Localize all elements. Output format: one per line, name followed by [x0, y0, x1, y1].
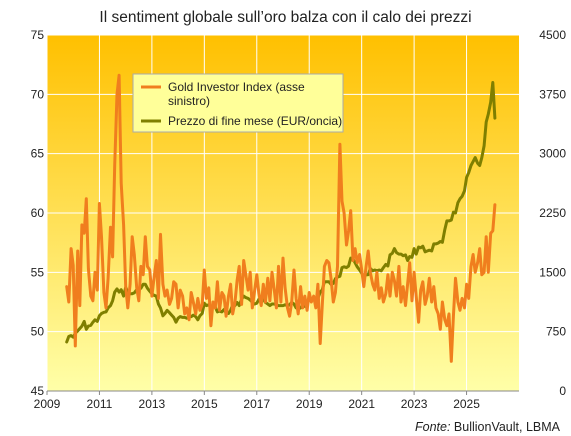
y-right-tick-label: 2250 — [539, 206, 566, 220]
y-axis-right-ticks: 0 750 1500 2250 3000 3750 4500 — [539, 28, 566, 398]
y-left-tick-label: 75 — [31, 28, 45, 42]
legend-label-gold-investor-index: Gold Investor Index (asse sinistro) — [168, 80, 305, 108]
y-left-tick-label: 50 — [31, 325, 45, 339]
legend: Gold Investor Index (asse sinistro) Prezz… — [132, 73, 344, 133]
y-right-tick-label: 0 — [559, 384, 566, 398]
source-text: BullionVault, LBMA — [454, 420, 561, 434]
x-tick-label: 2019 — [296, 397, 323, 411]
series-line-gold-investor-index — [65, 73, 497, 363]
y-right-tick-label: 3000 — [539, 147, 566, 161]
y-right-tick-label: 3750 — [539, 87, 566, 101]
x-tick-label: 2025 — [453, 397, 480, 411]
chart-title: Il sentiment globale sull’oro balza con … — [99, 9, 471, 26]
source-note: Fonte: BullionVault, LBMA — [415, 420, 561, 434]
x-tick-label: 2017 — [243, 397, 270, 411]
x-tick-label: 2023 — [401, 397, 428, 411]
x-tick-label: 2009 — [34, 397, 61, 411]
y-right-tick-label: 1500 — [539, 265, 566, 279]
y-left-tick-label: 60 — [31, 206, 45, 220]
y-left-tick-label: 55 — [31, 265, 45, 279]
source-label: Fonte: — [415, 420, 450, 434]
legend-label-line: sinistro) — [168, 94, 210, 108]
y-left-tick-label: 65 — [31, 147, 45, 161]
legend-label-prezzo-fine-mese: Prezzo di fine mese (EUR/oncia) — [168, 114, 342, 128]
x-axis-ticks: 2009 2011 2013 2015 2017 2019 2021 2023 2025 — [34, 391, 480, 411]
y-right-tick-label: 4500 — [539, 28, 566, 42]
x-tick-label: 2013 — [139, 397, 166, 411]
legend-label-line: Gold Investor Index (asse — [168, 80, 305, 94]
x-tick-label: 2011 — [87, 397, 113, 411]
legend-box — [132, 73, 344, 133]
y-right-tick-label: 750 — [546, 325, 566, 339]
x-tick-label: 2021 — [348, 397, 375, 411]
y-left-tick-label: 70 — [31, 87, 45, 101]
y-left-tick-label: 45 — [31, 384, 45, 398]
x-tick-label: 2015 — [191, 397, 218, 411]
series-layer — [65, 73, 497, 363]
y-axis-left-ticks: 45 50 55 60 65 70 75 — [31, 28, 45, 398]
